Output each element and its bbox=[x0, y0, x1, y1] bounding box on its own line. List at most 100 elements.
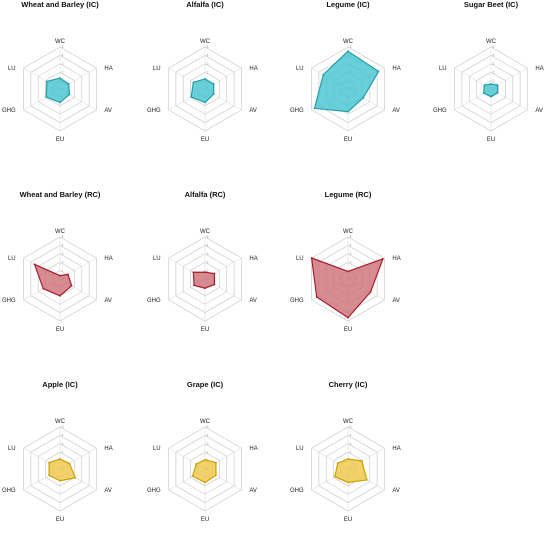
axis-label-ha: HA bbox=[249, 256, 257, 262]
radar-data-area bbox=[311, 257, 384, 319]
radar-point-eu bbox=[347, 110, 349, 113]
radar-point-ha bbox=[215, 461, 217, 464]
axis-label-ha: HA bbox=[249, 66, 257, 72]
radar-svg: 012345WCHAAVEUGHGLU bbox=[2, 39, 113, 143]
radar-point-av bbox=[496, 91, 499, 94]
axis-label-wc: WC bbox=[486, 39, 497, 45]
radar-data-area bbox=[33, 263, 73, 297]
radar-point-av bbox=[215, 474, 217, 477]
radar-point-av bbox=[70, 284, 73, 287]
radar-point-wc bbox=[347, 270, 349, 273]
tick-label: 5 bbox=[493, 45, 495, 49]
radar-chart-wheat-barley-ic: Wheat and Barley (IC) 012345WCHAAVEUGHGL… bbox=[0, 0, 120, 170]
radar-chart-alfalfa-rc: Alfalfa (RC) 012345WCHAAVEUGHGLU bbox=[145, 190, 265, 360]
radar-svg: 012345WCHAAVEUGHGLU bbox=[147, 419, 258, 523]
chart-title: Apple (IC) bbox=[42, 380, 78, 389]
tick-label: 3 bbox=[350, 442, 352, 446]
tick-label: 3 bbox=[62, 62, 64, 66]
chart-title: Sugar Beet (IC) bbox=[463, 0, 519, 9]
radar-chart-grape-ic: Grape (IC) 012345WCHAAVEUGHGLU bbox=[145, 380, 265, 550]
axis-label-av: AV bbox=[535, 108, 543, 114]
tick-label: 3 bbox=[62, 442, 64, 446]
axis-label-ghg: GHG bbox=[2, 108, 16, 114]
axis-label-eu: EU bbox=[56, 517, 64, 523]
tick-label: 2 bbox=[207, 260, 209, 264]
chart-title: Grape (IC) bbox=[186, 380, 224, 389]
radar-data-area bbox=[334, 458, 368, 484]
chart-title: Wheat and Barley (RC) bbox=[19, 190, 101, 199]
radar-chart-alfalfa-ic: Alfalfa (IC) 012345WCHAAVEUGHGLU bbox=[145, 0, 265, 170]
radar-data-area bbox=[190, 78, 215, 104]
tick-label: 3 bbox=[62, 252, 64, 256]
radar-point-ha bbox=[360, 460, 363, 462]
tick-label: 3 bbox=[207, 442, 209, 446]
radar-svg: 012345WCHAAVEUGHGLU bbox=[2, 419, 113, 523]
tick-label: 2 bbox=[207, 70, 209, 74]
axis-label-ghg: GHG bbox=[147, 298, 161, 304]
axis-label-lu: LU bbox=[8, 256, 16, 262]
tick-label: 1 bbox=[493, 79, 495, 83]
radar-point-wc bbox=[204, 458, 206, 461]
axis-label-ha: HA bbox=[392, 446, 400, 452]
tick-label: 1 bbox=[62, 269, 64, 273]
radar-point-ghg bbox=[313, 107, 316, 110]
radar-point-wc bbox=[59, 77, 61, 79]
radar-svg: 012345WCHAAVEUGHGLU bbox=[147, 39, 258, 143]
radar-svg: 012345WCHAAVEUGHGLU bbox=[147, 229, 258, 333]
radar-svg: 012345WCHAAVEUGHGLU bbox=[290, 229, 401, 333]
tick-label: 2 bbox=[62, 450, 64, 454]
radar-point-lu bbox=[33, 263, 36, 266]
radar-point-wc bbox=[347, 458, 349, 460]
tick-label: 2 bbox=[62, 70, 64, 74]
tick-label: 2 bbox=[207, 450, 209, 454]
chart-title: Alfalfa (IC) bbox=[186, 0, 224, 9]
radar-svg: 012345WCHAAVEUGHGLU bbox=[290, 419, 401, 523]
tick-label: 4 bbox=[207, 244, 209, 248]
axis-label-wc: WC bbox=[55, 419, 66, 425]
radar-point-eu bbox=[59, 101, 61, 104]
axis-label-av: AV bbox=[392, 488, 400, 494]
axis-label-eu: EU bbox=[487, 137, 495, 143]
axis-label-eu: EU bbox=[56, 327, 64, 333]
radar-chart-wheat-barley-rc: Wheat and Barley (RC) 012345WCHAAVEUGHGL… bbox=[0, 190, 120, 360]
radar-point-lu bbox=[336, 462, 339, 465]
tick-label: 3 bbox=[493, 62, 495, 66]
axis-label-ha: HA bbox=[104, 66, 112, 72]
axis-label-lu: LU bbox=[439, 66, 447, 72]
radar-data-area bbox=[313, 50, 380, 113]
tick-label: 2 bbox=[493, 70, 495, 74]
radar-grid: 012345 bbox=[454, 45, 528, 132]
axis-label-lu: LU bbox=[153, 256, 161, 262]
radar-point-ghg bbox=[191, 475, 194, 478]
radar-point-lu bbox=[192, 81, 195, 84]
axis-label-ghg: GHG bbox=[433, 108, 447, 114]
axis-label-ha: HA bbox=[535, 66, 543, 72]
radar-point-av bbox=[213, 283, 216, 286]
axis-label-wc: WC bbox=[200, 419, 211, 425]
radar-point-ha bbox=[67, 273, 69, 276]
radar-data-area bbox=[45, 77, 71, 104]
axis-label-ha: HA bbox=[392, 66, 400, 72]
axis-label-ghg: GHG bbox=[2, 488, 16, 494]
tick-label: 4 bbox=[350, 434, 352, 438]
tick-label: 5 bbox=[350, 45, 352, 49]
axis-label-eu: EU bbox=[201, 327, 209, 333]
chart-title: Alfalfa (RC) bbox=[184, 190, 226, 199]
tick-label: 3 bbox=[350, 252, 352, 256]
tick-label: 5 bbox=[207, 45, 209, 49]
radar-point-lu bbox=[192, 271, 195, 274]
axis-label-ghg: GHG bbox=[147, 488, 161, 494]
axis-label-lu: LU bbox=[153, 66, 161, 72]
tick-label: 5 bbox=[350, 235, 352, 239]
tick-label: 4 bbox=[62, 434, 64, 438]
radar-point-wc bbox=[59, 458, 61, 460]
axis-label-wc: WC bbox=[343, 39, 354, 45]
radar-point-ha bbox=[213, 272, 216, 275]
chart-title: Cherry (IC) bbox=[328, 380, 368, 389]
radar-point-eu bbox=[204, 287, 206, 290]
radar-point-lu bbox=[46, 80, 48, 83]
radar-point-eu bbox=[490, 95, 492, 98]
radar-svg: 012345WCHAAVEUGHGLU bbox=[290, 39, 401, 143]
radar-chart-legume-rc: Legume (RC) 012345WCHAAVEUGHGLU bbox=[288, 190, 408, 360]
tick-label: 4 bbox=[207, 434, 209, 438]
